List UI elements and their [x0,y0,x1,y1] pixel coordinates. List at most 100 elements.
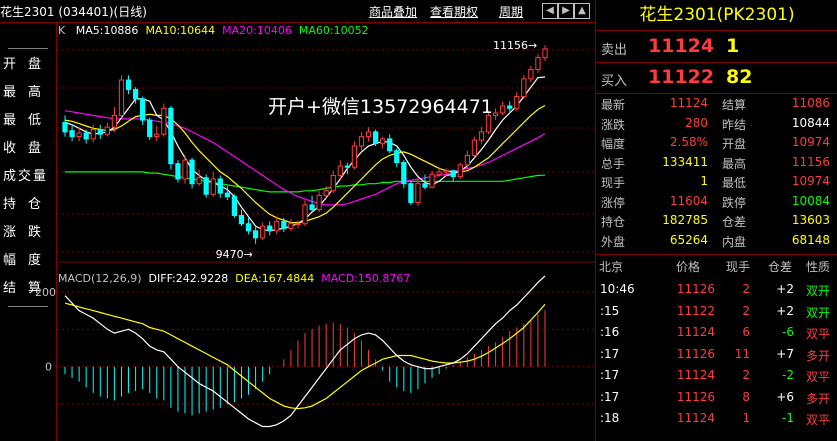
stat-label: 昨结 [722,117,747,132]
chart-title: 花生2301 (034401)(日线) [0,5,147,19]
candle-body [104,126,110,135]
candle-body [436,171,442,175]
stat-value: 68148 [791,232,830,247]
stat-value: 11156 [791,154,830,169]
candle-body [267,225,273,232]
tick-price: 11122 [676,303,715,318]
tick-nature: 多开 [806,391,831,406]
stat-label: 幅度 [601,137,626,151]
stat-value: 1 [700,174,708,188]
watermark-text: 开户+微信13572964471 [268,96,493,118]
candle-body [132,88,139,100]
tick-volume: 11 [734,346,750,361]
macd-value-label: MACD:150.8767 [321,272,411,285]
candle-body [507,105,513,109]
tick-nature: 双开 [806,284,831,298]
tick-nature: 双平 [806,413,831,427]
candle-body [217,178,223,194]
tick-volume: 6 [742,325,750,339]
sidebar-volume[interactable]: 成交量 [3,169,49,184]
candle-body [238,214,245,225]
tick-time: :17 [600,389,620,404]
ask-price: 11124 [648,35,715,57]
diff-line [64,275,546,428]
candle-body [83,132,89,140]
candle-body [62,121,68,133]
candle-body [245,223,252,232]
macd-name: MACD(12,26,9) [58,272,142,285]
bid-price: 11122 [648,66,715,88]
tick-nature: 双开 [806,305,831,320]
tick-volume: 2 [742,368,750,382]
stat-value: 13603 [791,213,830,227]
tick-volume: 2 [742,303,750,318]
tick-oi: -1 [782,411,794,425]
candle-body [492,112,499,116]
candle-body [422,183,428,188]
stat-value: 10974 [791,174,830,188]
ma60-line [65,171,546,193]
candle-body [260,225,266,239]
candle-body [351,145,358,168]
candle-body [189,159,195,185]
stat-value: 10974 [791,135,830,149]
ask-label: 卖出 [601,43,628,58]
col-price: 价格 [676,260,701,274]
stat-label: 内盘 [722,234,747,249]
ask-volume: 1 [726,35,740,57]
stat-value: 11086 [791,96,830,110]
sidebar-low[interactable]: 最低 [3,113,54,128]
next-icon[interactable]: ▶ [558,3,574,19]
candle-body [450,170,456,178]
candle-body [97,129,103,135]
sidebar-change[interactable]: 涨跌 [3,225,54,240]
candle-body [203,177,209,195]
stat-value: 133411 [662,154,708,169]
sidebar-close[interactable]: 收盘 [3,141,54,156]
diff-label: DIFF:242.9228 [148,272,229,285]
divider [8,48,48,49]
candle-body [175,163,181,180]
macd-axis-label: 200 [35,286,56,299]
divider [596,93,837,94]
sidebar-percent[interactable]: 幅度 [3,253,54,268]
tick-price: 11124 [676,411,715,425]
candle-body [358,136,365,147]
stat-label: 开盘 [722,137,747,151]
candle-body [380,138,386,145]
zoom-in-icon[interactable]: ▲ [574,3,590,19]
candle-body [535,57,541,70]
tick-price: 11126 [676,346,715,361]
ma20-label: MA20:10406 [222,24,292,37]
view-options-link[interactable]: 查看期权 [430,5,479,19]
candle-body [457,164,463,178]
col-nature: 性质 [806,260,831,274]
candle-body [337,165,343,176]
overlay-commodity-link[interactable]: 商品叠加 [369,5,418,19]
sidebar-high[interactable]: 最高 [3,85,54,100]
candle-body [168,107,174,165]
sidebar-open[interactable]: 开盘 [3,57,54,72]
kline-chart[interactable]: 11156→ 9470→ 200 0 [35,22,595,441]
macd-axis-label: 0 [45,361,52,374]
candle-body [500,105,506,114]
col-time: 北京 [599,260,624,274]
stat-value: 11604 [669,193,708,208]
candle-body [288,223,294,229]
prev-icon[interactable]: ◀ [542,3,558,19]
candle-body [161,107,167,135]
bid-volume: 82 [726,66,753,88]
ma5-label: MA5:10886 [75,24,139,37]
tick-price: 11126 [676,389,715,404]
sidebar-settle[interactable]: 结算 [3,281,54,296]
quote-panel: 花生2301(PK2301) 卖出 11124 1 买入 11122 82 最新… [595,0,837,441]
sidebar-position[interactable]: 持仓 [3,197,54,212]
stat-value: 65264 [669,232,708,247]
candle-body [408,183,414,204]
stat-label: 跌停 [722,195,747,210]
tick-volume: 1 [742,411,750,425]
period-link[interactable]: 周期 [499,5,524,19]
candle-body [471,139,478,156]
candle-body [274,220,280,232]
tick-price: 11124 [676,325,715,339]
